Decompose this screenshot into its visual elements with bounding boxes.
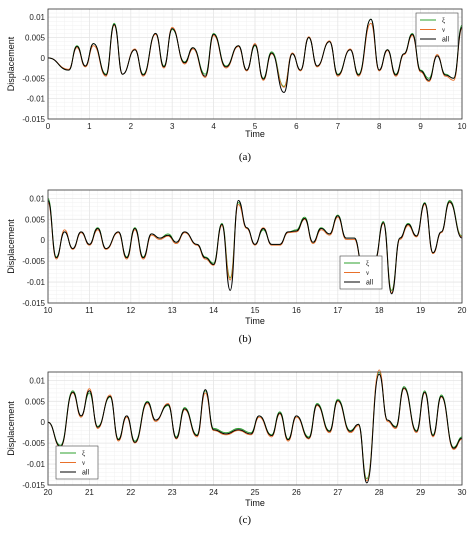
x-tick-label: 18 xyxy=(375,306,384,315)
x-tick-label: 22 xyxy=(126,488,135,497)
y-tick-label: 0.005 xyxy=(25,397,46,406)
x-tick-label: 23 xyxy=(168,488,177,497)
y-tick-label: -0.005 xyxy=(22,439,45,448)
legend: ξν all xyxy=(415,12,459,47)
series-line-nu xyxy=(47,369,463,482)
legend-label: all xyxy=(442,37,449,44)
panel-caption: (c) xyxy=(239,514,252,526)
y-tick-label: -0.01 xyxy=(27,95,46,104)
x-tick-label: 20 xyxy=(44,488,53,497)
y-tick-label: 0 xyxy=(41,418,46,427)
axes-frame xyxy=(47,189,463,304)
y-tick-label: 0.01 xyxy=(29,13,45,22)
x-tick-label: 30 xyxy=(458,488,467,497)
axes-frame xyxy=(47,371,463,486)
y-tick-label: 0.01 xyxy=(29,376,45,385)
series-line-nu xyxy=(47,202,463,293)
x-tick-label: 19 xyxy=(416,306,425,315)
x-tick-label: 10 xyxy=(44,306,53,315)
y-tick-label: -0.01 xyxy=(27,278,46,287)
panel-caption: (a) xyxy=(239,151,252,163)
x-tick-label: 9 xyxy=(418,122,423,131)
y-tick-label: 0.005 xyxy=(25,34,46,43)
x-tick-label: 7 xyxy=(336,122,341,131)
x-tick-label: 12 xyxy=(126,306,135,315)
legend-label: all xyxy=(82,470,89,477)
axes-frame xyxy=(47,8,463,120)
chart-panel-c: 20 21 22 23 24 25 26 27 28 29 30 0.01 0.005 0 -0.005 -0… xyxy=(6,369,467,526)
x-tick-label: 5 xyxy=(253,122,258,131)
y-axis-label: Displacement xyxy=(6,401,16,456)
chart-panel-b: 10 11 12 13 14 15 16 17 18 19 20 0.01 0.005 0 -0.005 -0… xyxy=(6,189,467,345)
y-axis-label: Displacement xyxy=(6,36,16,91)
series-line-all xyxy=(47,199,463,295)
x-tick-label: 11 xyxy=(85,306,94,315)
panels: 0 1 2 3 4 5 6 7 8 9 100.010.0050-0.005-0.01-0.015T… xyxy=(6,8,467,526)
panel-caption: (b) xyxy=(239,333,252,345)
x-tick-label: 20 xyxy=(458,306,467,315)
x-tick-label: 21 xyxy=(85,488,94,497)
x-tick-label: 28 xyxy=(375,488,384,497)
series-line-all xyxy=(47,18,463,94)
x-axis-label: Time xyxy=(245,498,265,508)
x-tick-label: 29 xyxy=(416,488,425,497)
y-tick-label: -0.005 xyxy=(22,257,45,266)
x-tick-label: 3 xyxy=(170,122,175,131)
legend: ξν all xyxy=(339,255,383,290)
legend: ξν all xyxy=(55,445,99,480)
chart-panel-a: 0 1 2 3 4 5 6 7 8 9 10 0.01 0.005 0 -0.005 -0.01 -0.015 T… xyxy=(6,8,467,163)
y-tick-label: -0.015 xyxy=(22,481,45,490)
y-tick-label: -0.015 xyxy=(22,299,45,308)
legend-label: ν xyxy=(442,26,445,34)
x-tick-label: 8 xyxy=(377,122,382,131)
x-tick-label: 15 xyxy=(251,306,260,315)
y-axis-label: Displacement xyxy=(6,219,16,274)
y-tick-label: 0.01 xyxy=(29,194,45,203)
y-tick-label: 0.005 xyxy=(25,215,46,224)
x-tick-label: 1 xyxy=(87,122,92,131)
legend-label: ν xyxy=(82,459,85,467)
legend-label: ξ xyxy=(82,450,85,458)
legend-label: ξ xyxy=(366,260,369,268)
x-tick-label: 24 xyxy=(209,488,218,497)
legend-label: ν xyxy=(366,269,369,277)
x-tick-label: 16 xyxy=(292,306,301,315)
legend-label: all xyxy=(366,280,373,287)
x-tick-label: 14 xyxy=(209,306,218,315)
x-axis-label: Time xyxy=(245,129,265,139)
x-tick-label: 0 xyxy=(46,122,51,131)
x-tick-label: 6 xyxy=(294,122,299,131)
x-tick-label: 2 xyxy=(129,122,134,131)
x-tick-label: 26 xyxy=(292,488,301,497)
y-tick-label: 0 xyxy=(41,54,46,63)
legend-label: ξ xyxy=(442,17,445,25)
x-tick-label: 10 xyxy=(458,122,467,131)
y-tick-label: -0.005 xyxy=(22,74,45,83)
x-tick-label: 25 xyxy=(251,488,260,497)
x-tick-label: 4 xyxy=(211,122,216,131)
y-tick-label: -0.015 xyxy=(22,115,45,124)
series-line-all xyxy=(47,373,463,484)
x-tick-label: 17 xyxy=(333,306,342,315)
y-tick-label: 0 xyxy=(41,236,46,245)
x-tick-label: 27 xyxy=(333,488,342,497)
y-tick-label: -0.01 xyxy=(27,460,46,469)
x-tick-label: 13 xyxy=(168,306,177,315)
x-axis-label: Time xyxy=(245,316,265,326)
